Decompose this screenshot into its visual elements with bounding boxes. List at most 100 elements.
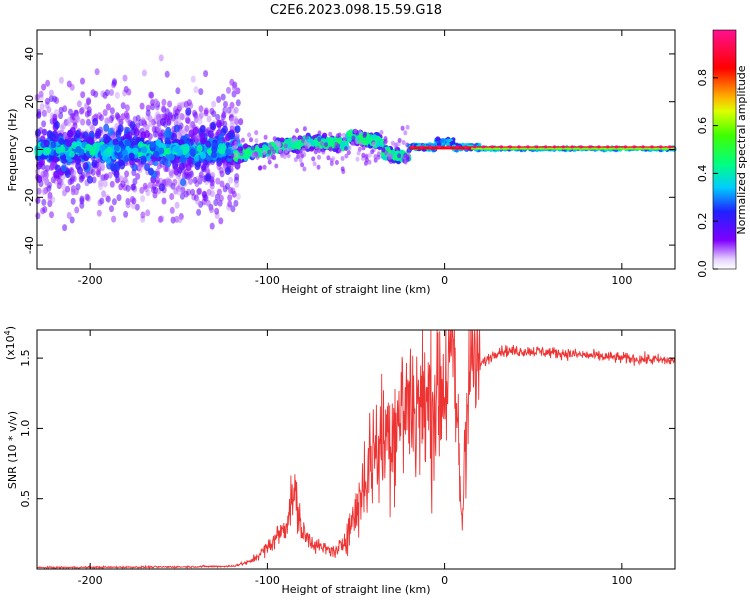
spectrogram-cell [96, 170, 101, 178]
spectrogram-cell [42, 110, 48, 118]
spectrogram-cell [267, 155, 272, 161]
spectrogram-cell [140, 117, 146, 125]
spectrogram-cell [203, 194, 209, 202]
spectrogram-cell [133, 128, 140, 137]
colorbar-tick-label: 0.0 [696, 260, 709, 278]
spectrogram-cell [185, 162, 192, 171]
spectrogram-cell [149, 141, 156, 149]
spectrogram-cell [379, 129, 384, 135]
spectrogram-cell [293, 157, 298, 163]
spectrogram-cell [216, 96, 222, 103]
spectrogram-cell [95, 128, 102, 137]
spectrogram-cell [543, 145, 548, 149]
spectrogram-cell [197, 117, 203, 125]
spectrogram-cell [48, 89, 54, 97]
spectrogram-cell [38, 90, 44, 98]
spectrogram-cell [216, 188, 222, 196]
spectrogram-cell [99, 144, 106, 152]
spectrogram-cell [124, 139, 131, 147]
spectrogram-cell [109, 107, 115, 115]
spectrogram-cell [58, 112, 64, 120]
spectrogram-cell [84, 193, 90, 201]
spectrogram-cell [311, 156, 316, 162]
spectrogram-cell [353, 128, 358, 134]
spectrogram-cell [321, 149, 326, 155]
spectrogram-cell [89, 148, 96, 156]
spectrogram-cell [80, 172, 86, 179]
spectrogram-cell [334, 141, 339, 147]
spectrogram-cell [164, 108, 170, 116]
spectrogram-cell [44, 147, 51, 155]
spectrogram-cell [355, 156, 360, 162]
spectrogram-cell [113, 144, 120, 152]
spectrogram-cell [405, 124, 410, 130]
spectrogram-cell [307, 142, 312, 148]
spectrogram-cell [96, 209, 102, 217]
spectrogram-cell [361, 152, 366, 158]
spectrogram-cell [145, 209, 151, 217]
spectrogram-cell [371, 141, 376, 147]
spectrogram-cell [346, 131, 352, 137]
spectrogram-cell [209, 206, 214, 214]
spectrogram-cell [70, 188, 76, 196]
spectrogram-cell [403, 130, 408, 136]
spectrogram-cell [122, 149, 128, 157]
spectrogram-cell [75, 115, 81, 123]
spectrogram-cell [65, 139, 72, 147]
spectrogram-cell [111, 198, 117, 206]
spectrogram-cell [60, 164, 67, 173]
spectrogram-cell [200, 152, 207, 160]
spectrogram-cell [339, 144, 345, 150]
spectrogram-cell [291, 134, 296, 140]
spectrogram-cell [331, 156, 336, 162]
spectrogram-cell [107, 127, 114, 136]
spectrogram-cell [397, 153, 402, 159]
spectrogram-cell [262, 149, 267, 155]
spectrogram-cell [224, 167, 231, 175]
spectrogram-cell [334, 160, 339, 165]
spectrogram-cell [229, 131, 236, 140]
spectrogram-cell [588, 145, 592, 149]
spectrogram-cell [605, 145, 610, 149]
spectrogram-cell [231, 90, 237, 98]
spectrogram-cell [283, 143, 288, 149]
spectrogram-cell [362, 140, 368, 146]
spectrogram-cell [233, 199, 239, 207]
spectrogram-cell [362, 133, 367, 139]
spectrogram-cell [258, 165, 263, 171]
spectrogram-cell [137, 166, 143, 174]
spectrogram-cell [123, 210, 129, 218]
spectrogram-cell [211, 145, 218, 153]
spectrogram-cell [354, 138, 359, 144]
spectrogram-cell [234, 152, 239, 158]
spectrogram-cell [455, 145, 459, 149]
spectrogram-cell [436, 137, 442, 142]
spectrogram-cell [178, 162, 185, 171]
spectrogram-cell [381, 147, 386, 153]
spectrogram-cell [189, 148, 196, 156]
spectrogram-cell [39, 103, 45, 111]
spectrogram-cell [210, 121, 217, 130]
snr-x-tick-label: -200 [78, 574, 103, 587]
spectrogram-cell [342, 136, 347, 142]
spectrogram-cell [134, 203, 140, 211]
spectrogram-cell [283, 138, 289, 145]
spectrogram-cell [205, 173, 212, 182]
spectrogram-cell [328, 146, 333, 152]
spectrogram-cell [340, 156, 345, 161]
spectrogram-cell [205, 199, 211, 207]
spectrogram-cell [135, 114, 141, 122]
spectrogram-cell [316, 164, 321, 170]
spectrogram-cell [232, 115, 238, 123]
spectrogram-marks [34, 54, 677, 232]
spectrogram-cell [351, 135, 356, 141]
snr-x-axis-title: Height of straight line (km) [281, 583, 430, 596]
spectrogram-cell [370, 149, 375, 155]
spectrogram-cell [271, 153, 276, 159]
spectrogram-cell [114, 176, 120, 184]
spectrogram-cell [251, 145, 255, 151]
spectrogram-cell [165, 177, 171, 185]
spectrogram-cell [215, 113, 221, 121]
spectrogram-cell [312, 161, 317, 167]
